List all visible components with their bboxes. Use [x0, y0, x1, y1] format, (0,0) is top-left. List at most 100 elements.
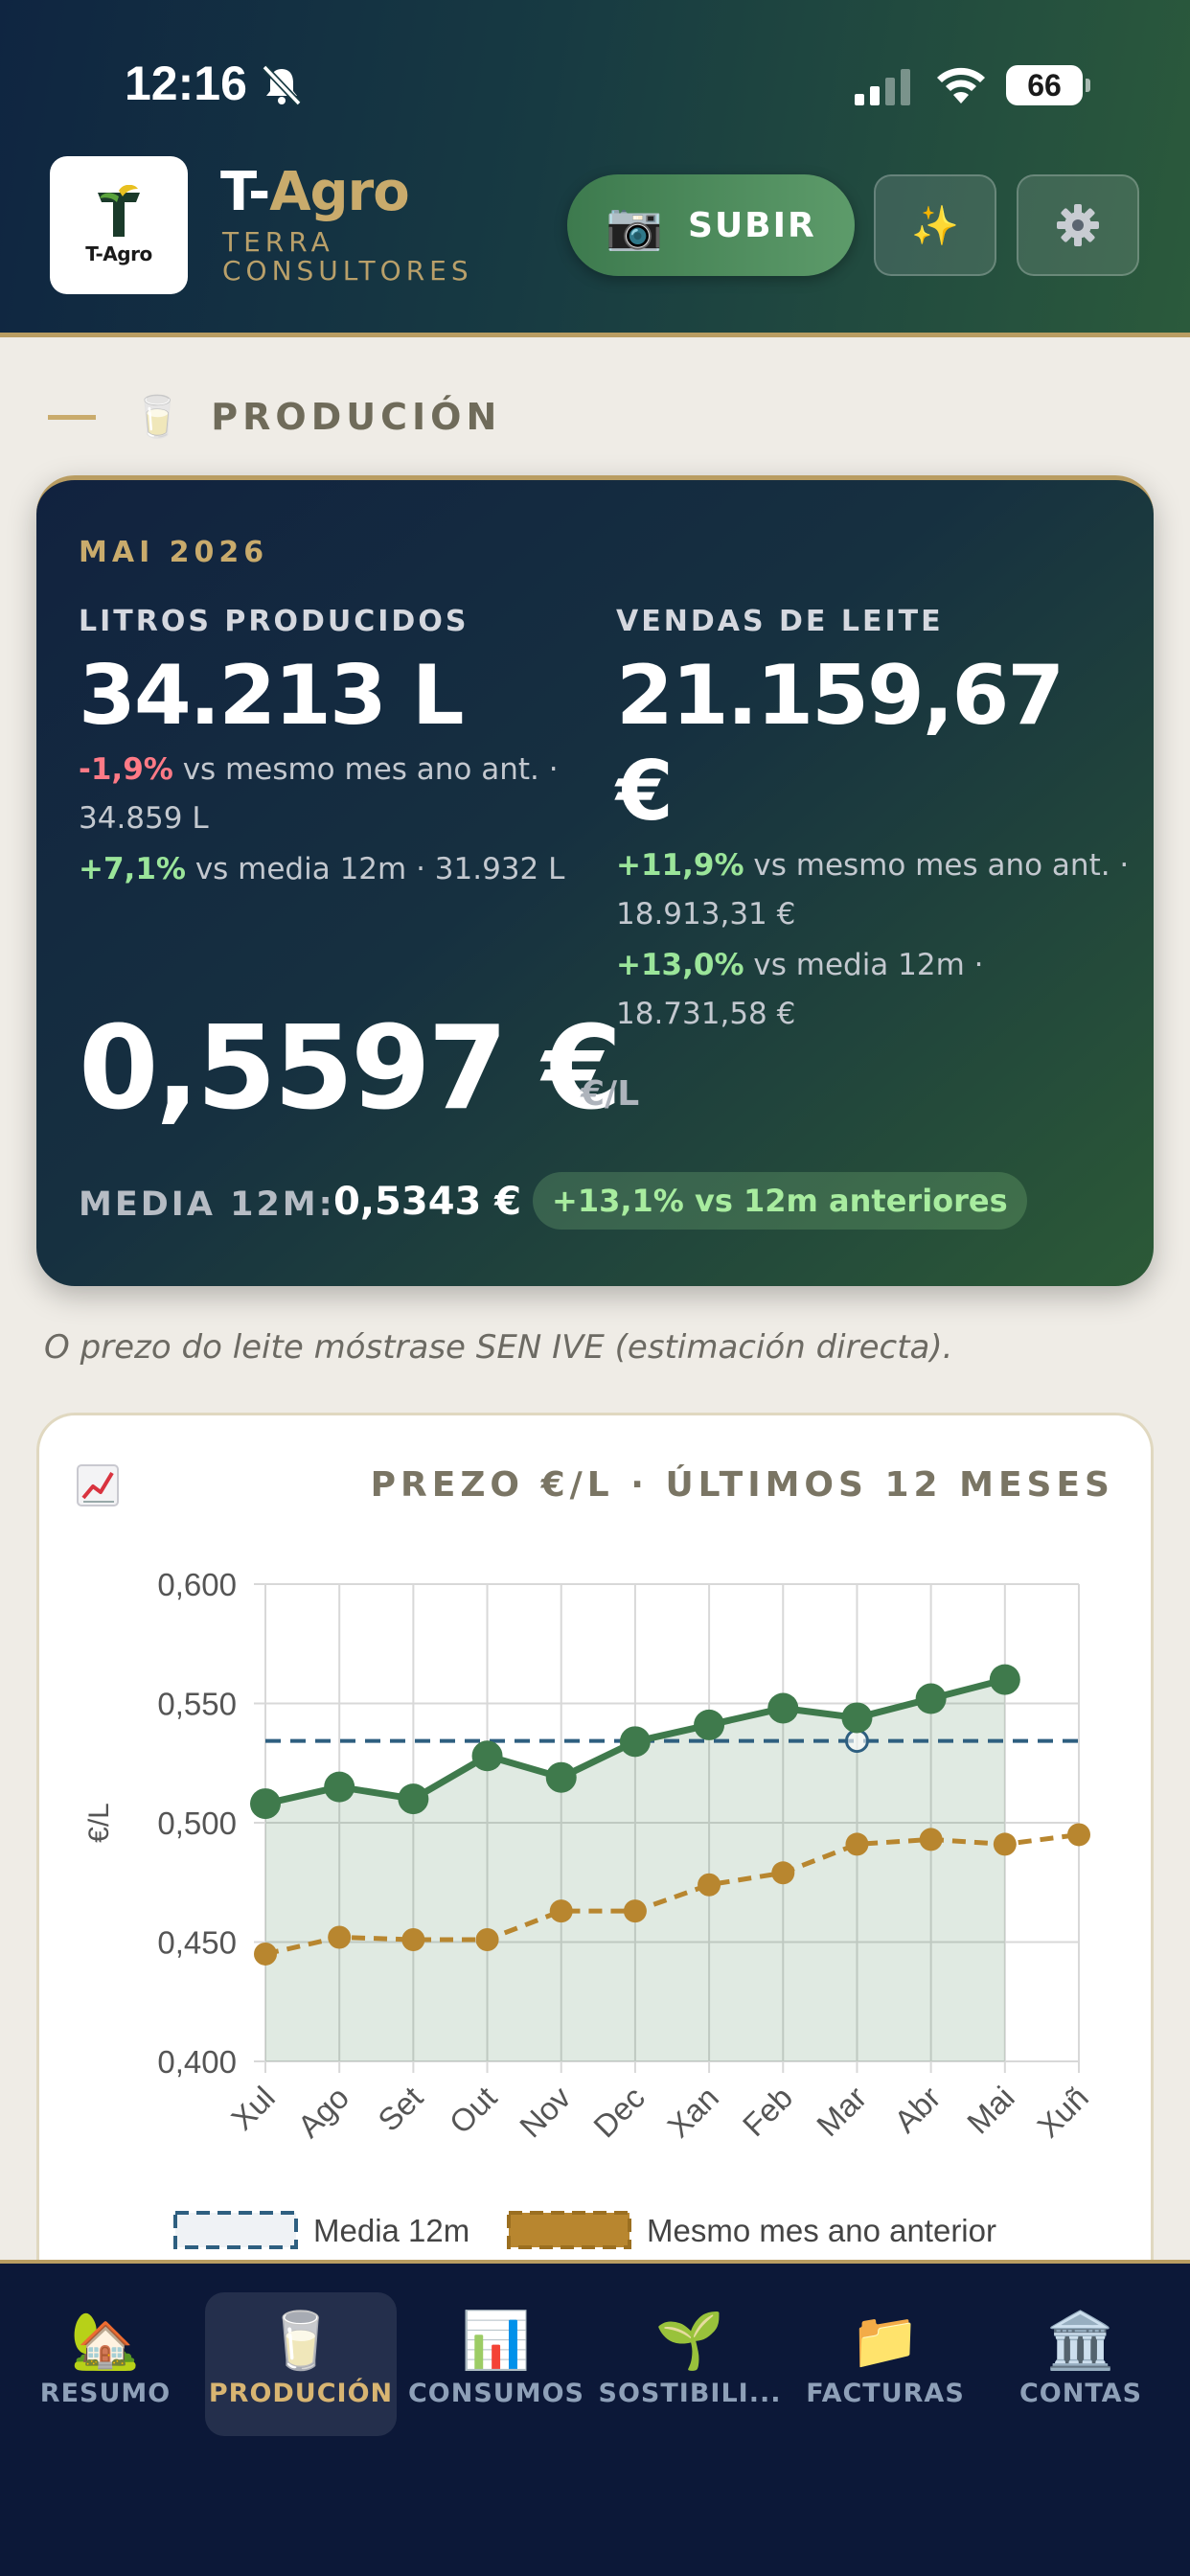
sales-vs-avg: +13,0% vs media 12m · 18.731,58 € [616, 941, 1133, 1039]
liters-label: LITROS PRODUCIDOS [79, 605, 469, 638]
bell-muted-icon [262, 64, 302, 106]
y-tick-label: 0,400 [157, 2044, 237, 2080]
legend-swatch-media [173, 2211, 298, 2249]
x-tick-label: Abr [887, 2080, 947, 2139]
section-divider [48, 414, 96, 420]
sales-column: VENDAS DE LEITE 21.159,67 € +11,9% vs me… [616, 605, 1133, 1039]
media-12m-point [844, 1729, 869, 1754]
nav-item-resumo[interactable]: 🏡 RESUMO [10, 2292, 201, 2436]
liters-column: LITROS PRODUCIDOS 34.213 L -1,9% vs mesm… [79, 605, 596, 894]
nav-item-sostibili[interactable]: 🌱 SOSTIBILI... [594, 2292, 786, 2436]
section-title: PRODUCIÓN [211, 396, 502, 438]
y-tick-label: 0,550 [157, 1687, 237, 1722]
price-point [545, 1761, 577, 1793]
liters-vs-avg-pct: +7,1% [79, 852, 186, 886]
price-point [694, 1709, 725, 1740]
settings-button[interactable] [1017, 174, 1139, 276]
liters-vs-prev-year-text: vs mesmo mes ano ant. · 34.859 L [79, 752, 559, 836]
price-point [767, 1692, 799, 1724]
nav-item-facturas[interactable]: 📁 FACTURAS [790, 2292, 981, 2436]
price-point [398, 1783, 429, 1815]
price-point [250, 1788, 281, 1820]
x-tick-label: Ago [290, 2080, 355, 2145]
x-tick-label: Xul [224, 2080, 282, 2137]
vat-note: O prezo do leite móstrase SEN IVE (estim… [44, 1328, 953, 1367]
nav-item-label: PRODUCIÓN [208, 2379, 394, 2408]
legend-label-prev-year: Mesmo mes ano anterior [647, 2213, 996, 2248]
price-per-liter: 0,5597 € [79, 1002, 622, 1136]
x-tick-label: Mai [960, 2080, 1021, 2141]
brand-subtitle: TERRA CONSULTORES [222, 226, 473, 287]
prev-year-point [845, 1832, 869, 1856]
price-point [841, 1702, 873, 1734]
prev-year-point [623, 1899, 647, 1923]
x-tick-label: Mar [810, 2080, 873, 2143]
price-point [989, 1664, 1020, 1695]
avg-12m-value: 0,5343 € [333, 1180, 522, 1224]
seedling-icon: 🌱 [654, 2308, 725, 2373]
prev-year-point [993, 1832, 1017, 1856]
bank-icon: 🏛️ [1045, 2308, 1116, 2373]
period-label: MAI 2026 [79, 536, 269, 569]
wifi-icon [937, 67, 985, 104]
sales-vs-avg-text: vs media 12m · 18.731,58 € [616, 948, 984, 1031]
prev-year-point [698, 1873, 721, 1897]
brand-prefix: T- [220, 161, 270, 223]
nav-item-label: FACTURAS [806, 2379, 965, 2408]
price-point [324, 1771, 355, 1803]
sparkles-icon: ✨ [911, 203, 959, 248]
nav-item-label: CONSUMOS [407, 2379, 584, 2408]
sales-label: VENDAS DE LEITE [616, 605, 944, 638]
sparkles-button[interactable]: ✨ [874, 174, 996, 276]
y-tick-label: 0,500 [157, 1806, 237, 1841]
y-axis-label: €/L [83, 1803, 115, 1843]
battery-indicator: 66 [1006, 65, 1090, 105]
legend-swatch-prev-year [507, 2211, 631, 2249]
nav-item-label: RESUMO [39, 2379, 172, 2408]
x-tick-label: Xan [660, 2080, 725, 2145]
liters-vs-prev-year: -1,9% vs mesmo mes ano ant. · 34.859 L [79, 746, 596, 843]
sales-vs-prev-year-text: vs mesmo mes ano ant. · 18.913,31 € [616, 848, 1130, 932]
prev-year-point [254, 1942, 277, 1966]
x-tick-label: Set [371, 2080, 429, 2138]
avg-12m-label: MEDIA 12M: [79, 1185, 335, 1224]
sales-vs-avg-pct: +13,0% [616, 948, 744, 982]
price-chart-card: PREZO €/L · ÚLTIMOS 12 MESES 0,400 0,450 0… [36, 1413, 1154, 2275]
sales-vs-prev-year-pct: +11,9% [616, 848, 744, 883]
x-tick-label: Xuñ [1030, 2080, 1095, 2145]
prev-year-line [264, 1831, 1080, 1957]
prev-year-point [328, 1925, 352, 1949]
liters-vs-avg-text: vs media 12m · 31.932 L [195, 852, 565, 886]
price-unit: €/L [581, 1074, 640, 1114]
price-point [471, 1740, 503, 1772]
nav-item-consumos[interactable]: 📊 CONSUMOS [400, 2292, 592, 2436]
nav-item-produci-n[interactable]: 🥛 PRODUCIÓN [205, 2292, 397, 2436]
prev-year-point [919, 1828, 943, 1852]
price-point [619, 1726, 651, 1758]
upload-button[interactable]: 📷 SUBIR [567, 174, 855, 276]
y-tick-label: 0,450 [157, 1925, 237, 1961]
bottom-navigation: 🏡 RESUMO 🥛 PRODUCIÓN 📊 CONSUMOS 🌱 SOSTIBILI... 📁… [0, 2260, 1190, 2576]
price-point [915, 1683, 947, 1714]
prev-year-point [475, 1928, 499, 1952]
brand-accent: Agro [269, 161, 410, 223]
nav-item-label: CONTAS [1018, 2379, 1143, 2408]
bar-chart-icon: 📊 [461, 2308, 532, 2373]
prev-year-point [771, 1861, 795, 1885]
logo-mark-icon [98, 185, 140, 237]
app-header: 12:16 66 T-Agro T-Agro TERRA CONSULTORES… [0, 0, 1190, 337]
liters-vs-prev-year-pct: -1,9% [79, 752, 173, 787]
upload-button-label: SUBIR [688, 205, 816, 245]
price-area-fill [265, 1679, 1005, 2061]
logo-text: T-Agro [85, 242, 152, 265]
x-tick-label: Feb [736, 2080, 799, 2143]
milk-glass-icon: 🥛 [265, 2308, 336, 2373]
nav-item-contas[interactable]: 🏛️ CONTAS [985, 2292, 1177, 2436]
x-tick-label: Out [443, 2080, 504, 2141]
camera-icon: 📷 [606, 198, 666, 253]
liters-value: 34.213 L [79, 648, 465, 744]
brand-name: T-Agro [220, 161, 410, 223]
section-header: 🥛 PRODUCIÓN [48, 388, 501, 446]
signal-icon [855, 69, 910, 105]
avg-change-badge: +13,1% vs 12m anteriores [533, 1172, 1027, 1230]
